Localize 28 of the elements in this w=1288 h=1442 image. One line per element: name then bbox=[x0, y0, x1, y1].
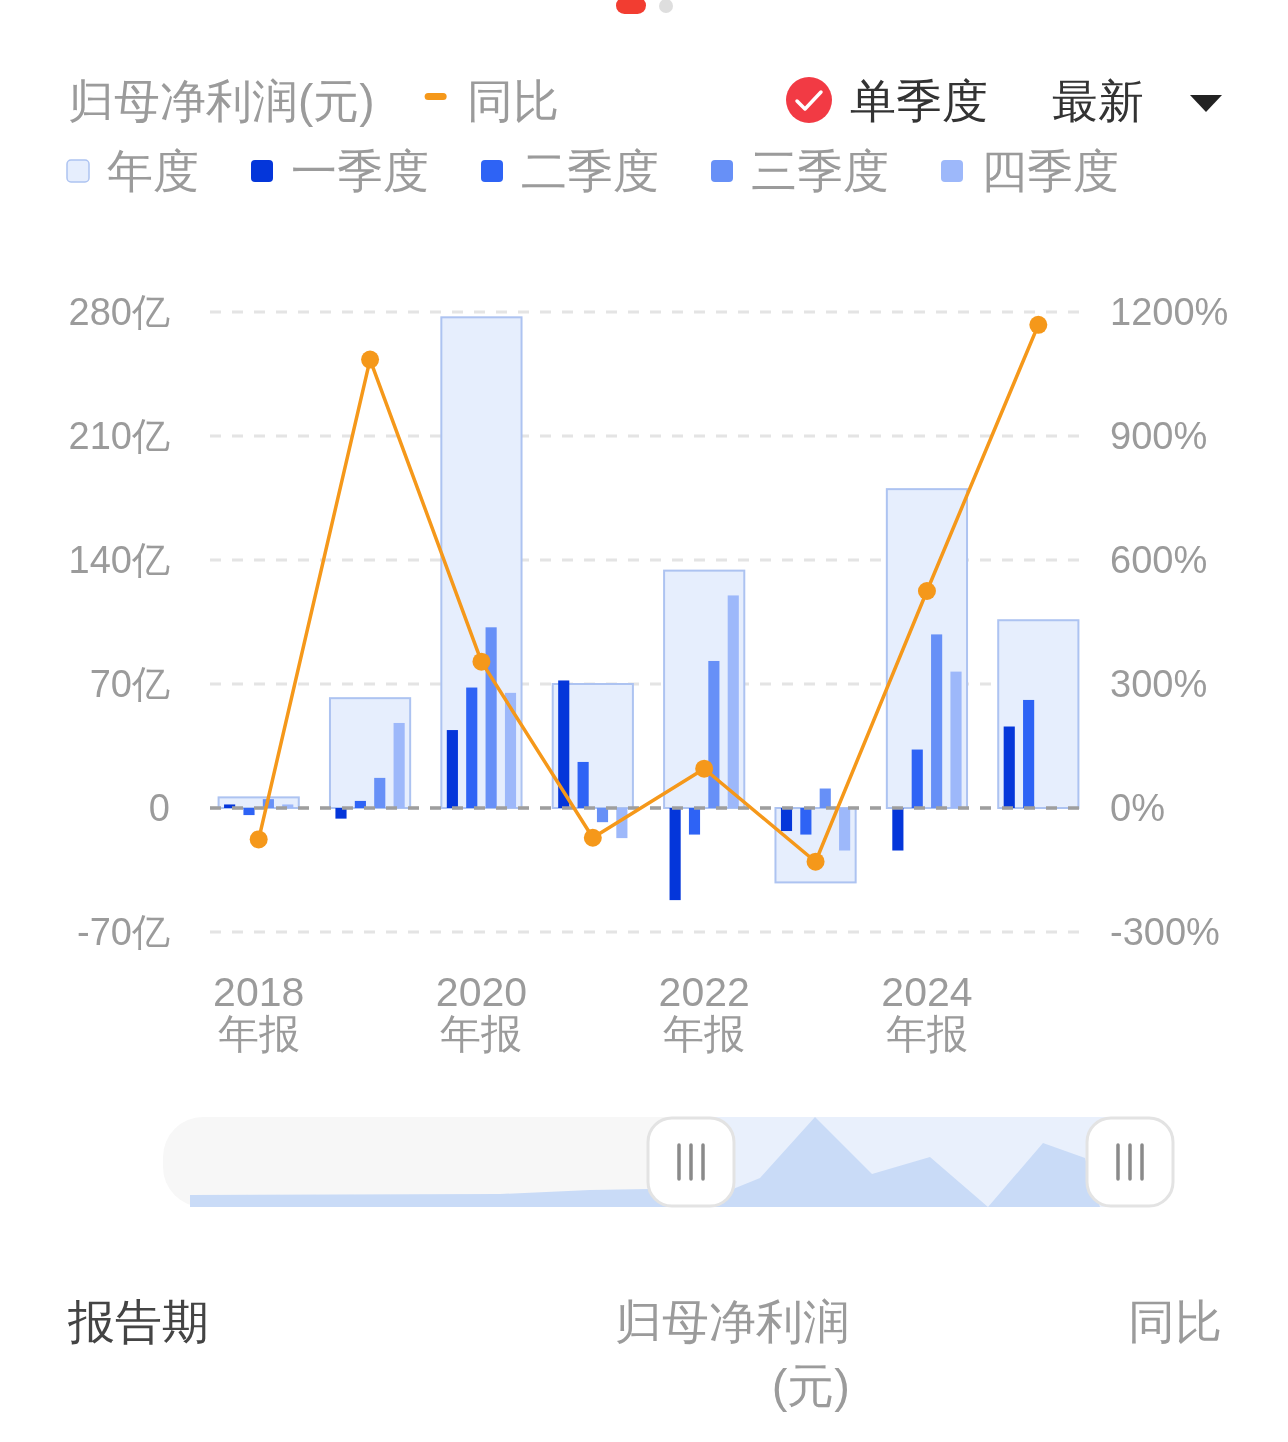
legend-label: 三季度 bbox=[751, 145, 889, 197]
legend-label: 四季度 bbox=[981, 145, 1119, 197]
table-header: 同比 bbox=[1127, 1294, 1222, 1350]
y-tick: 0 bbox=[148, 787, 170, 829]
y-tick: 70亿 bbox=[89, 663, 170, 705]
y-tick: 140亿 bbox=[68, 539, 170, 581]
legend-label: 二季度 bbox=[521, 145, 659, 197]
y2-tick: -300% bbox=[1110, 911, 1220, 953]
x-tick: 2022 年报 bbox=[658, 969, 750, 1057]
x-tick: 2020 年报 bbox=[435, 969, 528, 1057]
table-header: 报告期 bbox=[68, 1294, 210, 1350]
y2-tick: 300% bbox=[1110, 663, 1208, 705]
y2-tick: 600% bbox=[1110, 539, 1208, 581]
x-tick: 2024 年报 bbox=[881, 969, 973, 1057]
y2-tick: 1200% bbox=[1110, 291, 1229, 333]
dropdown-label: 最新 bbox=[1052, 75, 1144, 127]
y2-tick: 900% bbox=[1110, 415, 1208, 457]
table-header: 归母净利润(元) bbox=[614, 1294, 850, 1414]
y-tick: -70亿 bbox=[77, 911, 170, 953]
y-tick: 280亿 bbox=[68, 291, 170, 333]
legend-label: 同比 bbox=[466, 75, 559, 127]
legend-label: 年度 bbox=[107, 145, 199, 197]
legend-label: 一季度 bbox=[291, 145, 429, 197]
y2-tick: 0% bbox=[1110, 787, 1165, 829]
title: 归母净利润(元) bbox=[68, 75, 375, 127]
y-tick: 210亿 bbox=[68, 415, 170, 457]
x-tick: 2018 年报 bbox=[213, 969, 305, 1057]
checkbox-label: 单季度 bbox=[850, 75, 988, 127]
